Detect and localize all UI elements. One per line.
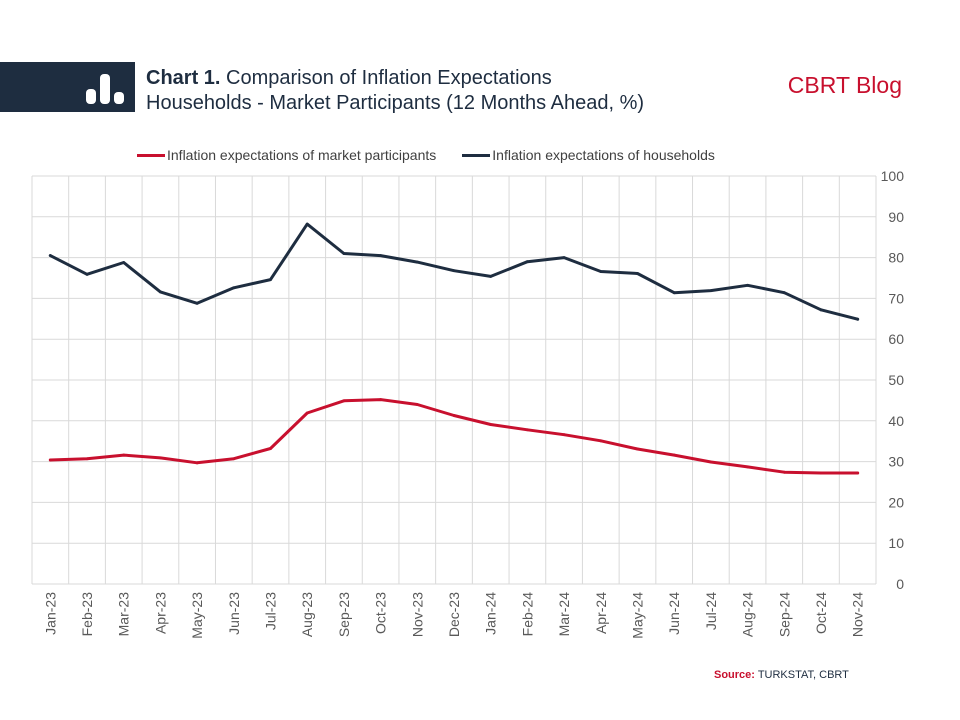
y-tick-label: 30 [888,454,904,470]
x-tick-label: Sep-23 [336,592,352,637]
series-point-market [415,403,419,406]
series-point-households [562,256,566,259]
legend: Inflation expectations of market partici… [137,147,715,163]
y-tick-label: 70 [888,290,904,306]
y-tick-label: 40 [888,413,904,429]
legend-label-households: Inflation expectations of households [492,147,715,163]
series-point-market [342,399,346,403]
x-tick-label: Apr-24 [593,592,609,634]
series-point-households [709,289,713,293]
series-point-households [489,274,493,278]
x-tick-label: Apr-23 [152,592,168,634]
legend-swatch-market [137,153,165,157]
series-point-households [48,254,52,257]
chart-subtitle: Households - Market Participants (12 Mon… [146,92,645,114]
x-tick-label: Sep-24 [776,592,792,637]
series-point-market [122,453,126,457]
legend-label-market: Inflation expectations of market partici… [167,147,437,163]
series-point-households [195,301,199,305]
x-tick-label: Jun-24 [666,592,682,635]
series-point-households [672,291,676,295]
x-tick-label: Jan-24 [483,592,499,635]
x-tick-label: Aug-24 [740,592,756,637]
series-point-households [232,286,236,290]
series-point-market [195,461,199,465]
source-text: TURKSTAT, CBRT [754,669,849,681]
x-tick-label: Feb-24 [519,592,535,637]
title-number: Chart 1. [146,67,221,89]
series-point-households [85,272,89,276]
series-point-households [379,254,383,257]
x-tick-label: May-23 [189,592,205,639]
series-point-households [159,290,162,294]
bar-chart-logo-icon [86,74,124,104]
legend-item-market: Inflation expectations of market partici… [137,147,436,163]
series-point-market [48,458,52,462]
series-point-households [305,222,309,226]
x-tick-label: Feb-23 [79,592,95,637]
series-point-market [636,447,639,451]
x-tick-label: Mar-24 [556,592,572,637]
series-point-market [856,471,860,475]
series-point-households [819,308,823,312]
series-point-market [562,433,566,437]
series-point-households [599,270,603,273]
series-point-market [489,423,493,426]
series-point-households [782,291,786,295]
y-tick-label: 80 [888,250,904,266]
series-point-market [672,453,676,457]
series-point-market [746,465,749,469]
series-point-market [599,439,603,443]
y-tick-label: 10 [888,535,904,551]
legend-item-households: Inflation expectations of households [462,147,715,163]
source-label: Source: [714,669,755,681]
x-tick-label: Jan-23 [42,592,58,635]
x-tick-label: Oct-23 [373,592,389,634]
x-tick-label: Dec-23 [446,592,462,637]
series-point-market [819,471,823,475]
source-note: Source: TURKSTAT, CBRT [714,669,849,681]
series-point-market [709,460,713,464]
series-point-market [159,456,162,460]
y-tick-label: 0 [896,576,904,592]
series-point-market [525,428,529,432]
series-point-households [452,269,456,273]
series-point-market [782,470,786,474]
series-point-households [856,317,860,321]
series-point-households [122,261,126,264]
legend-swatch-households [462,153,491,157]
chart-title: Chart 1. Comparison of Inflation Expecta… [146,66,644,116]
y-tick-label: 60 [888,331,904,347]
x-tick-label: Jul-24 [703,592,719,630]
x-tick-label: Jun-23 [226,592,242,635]
brand-label: CBRT Blog [787,72,902,98]
header-band [0,62,135,112]
x-tick-label: Nov-24 [850,592,866,637]
y-tick-label: 20 [888,494,904,510]
series-point-households [746,283,749,287]
series-point-households [342,252,346,255]
x-tick-label: May-24 [629,592,645,639]
series-point-households [269,278,272,282]
x-tick-label: Aug-23 [299,592,315,637]
series-point-market [85,457,89,461]
y-tick-label: 90 [888,209,904,225]
series-point-market [232,457,236,461]
series-point-market [305,411,309,415]
y-tick-label: 50 [888,372,904,388]
series-point-market [379,398,383,401]
title-text: Comparison of Inflation Expectations [220,67,552,89]
series-point-market [269,447,272,450]
x-tick-label: Jul-23 [263,592,279,630]
x-tick-label: Oct-24 [813,592,829,634]
series-point-market [452,414,456,417]
x-tick-label: Nov-23 [409,592,425,637]
series-point-households [415,260,419,264]
x-tick-label: Mar-23 [116,592,132,637]
series-point-households [525,260,529,264]
y-tick-label: 100 [881,168,905,184]
series-point-households [636,272,639,275]
